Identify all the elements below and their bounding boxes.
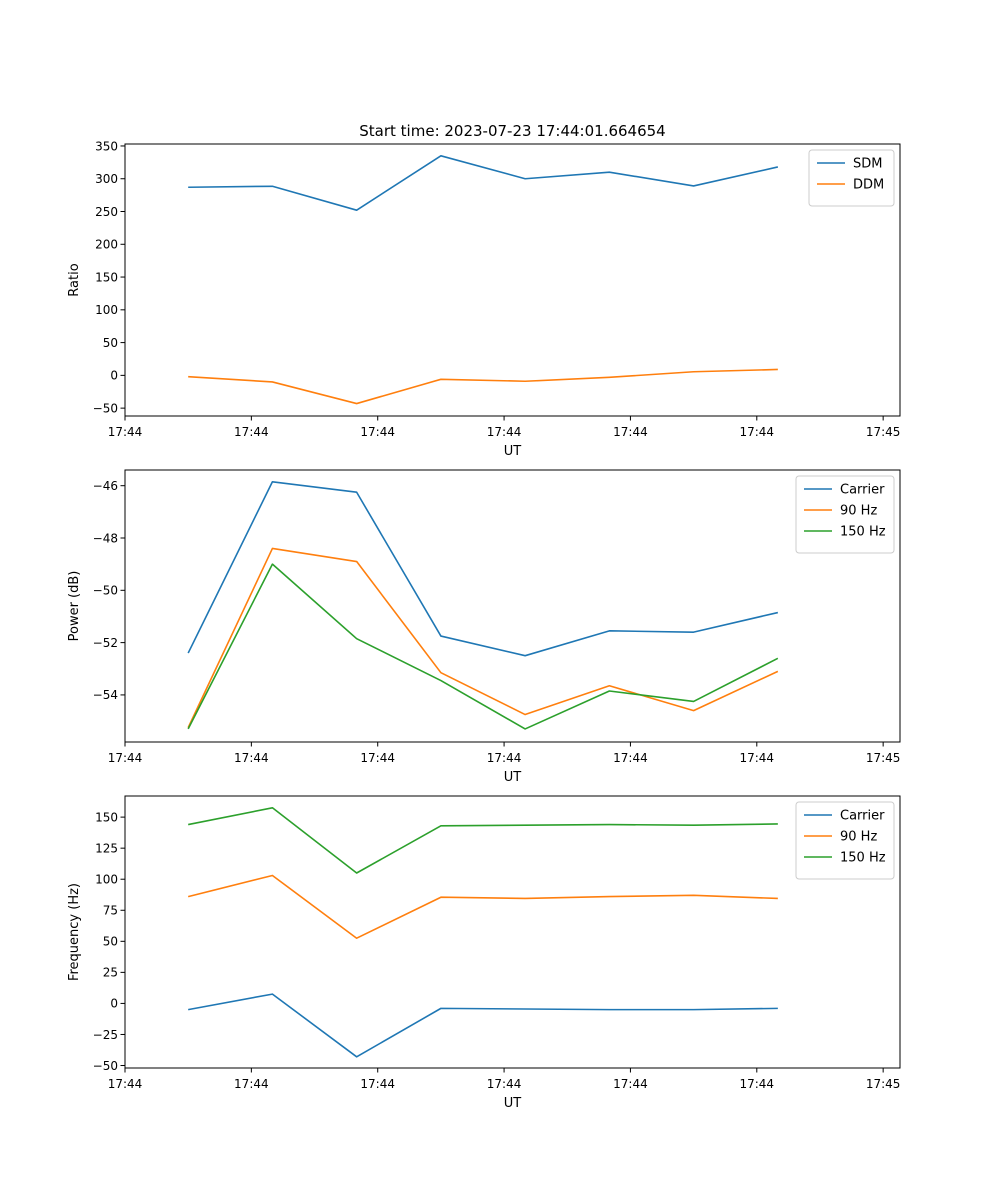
x-tick-label: 17:44 [108, 425, 143, 439]
legend: Carrier 90 Hz 150 Hz [795, 475, 895, 554]
subplot-2: 17:44 17:44 17:44 17:44 17:44 17:44 17:45 −54 −5… [67, 469, 901, 785]
y-tick-label: −50 [93, 401, 118, 415]
y-tick-label: 100 [95, 873, 118, 887]
y-axis-label: Power (dB) [67, 571, 82, 642]
y-tick-label: −54 [93, 688, 118, 702]
y-tick-label: 150 [95, 810, 118, 824]
plots-area: 17:44 17:44 17:44 17:44 17:44 17:44 17:45 −50 0 5… [67, 139, 901, 1111]
x-tick-label: 17:44 [739, 751, 774, 765]
legend-label: SDM [853, 157, 882, 172]
x-tick-label: 17:44 [487, 425, 522, 439]
x-tick-label: 17:45 [866, 425, 901, 439]
y-tick-label: −50 [93, 584, 118, 598]
y-tick-label: 300 [95, 172, 118, 186]
x-tick-label: 17:44 [108, 751, 143, 765]
legend-label: 150 Hz [840, 525, 886, 540]
y-tick-label: 100 [95, 303, 118, 317]
legend-label: Carrier [840, 483, 885, 498]
legend-label: Carrier [840, 809, 885, 824]
y-tick-label: 150 [95, 270, 118, 284]
figure-title: Start time: 2023-07-23 17:44:01.664654 [359, 122, 665, 140]
x-tick-label: 17:44 [360, 751, 395, 765]
x-tick-label: 17:44 [487, 751, 522, 765]
series-line-carrier [187, 480, 779, 657]
x-axis-label: UT [504, 444, 522, 459]
series-line-90-hz [187, 874, 778, 940]
y-tick-label: 25 [103, 966, 118, 980]
subplot-3: 17:44 17:44 17:44 17:44 17:44 17:44 17:45 −50 −2… [67, 795, 901, 1111]
y-tick-label: 50 [103, 336, 118, 350]
x-tick-label: 17:44 [613, 751, 648, 765]
series-line-90-hz [187, 547, 779, 728]
series-line-sdm [188, 155, 779, 211]
y-tick-label: 50 [103, 935, 118, 949]
x-tick-label: 17:44 [360, 1077, 395, 1091]
x-tick-label: 17:44 [613, 1077, 648, 1091]
axes-frame [124, 795, 901, 1069]
x-tick-label: 17:44 [234, 425, 269, 439]
legend-label: 90 Hz [840, 830, 877, 845]
x-tick-label: 17:44 [234, 1077, 269, 1091]
series-line-ddm [188, 368, 778, 405]
y-tick-label: −46 [93, 479, 118, 493]
y-tick-label: −52 [93, 636, 118, 650]
x-tick-label: 17:44 [613, 425, 648, 439]
axes-frame [124, 469, 901, 743]
series-line-150-hz [188, 806, 778, 874]
legend-label: 150 Hz [840, 851, 886, 866]
x-axis-label: UT [504, 1096, 522, 1111]
y-tick-label: −48 [93, 531, 118, 545]
subplot-1: 17:44 17:44 17:44 17:44 17:44 17:44 17:45 −50 0 5… [67, 139, 901, 459]
legend-box [808, 149, 895, 207]
legend-label: DDM [853, 178, 884, 193]
y-tick-label: −25 [93, 1028, 118, 1042]
y-tick-label: 125 [95, 841, 118, 855]
y-axis-label: Ratio [67, 263, 82, 296]
y-tick-label: 0 [110, 369, 118, 383]
x-tick-label: 17:44 [487, 1077, 522, 1091]
y-tick-label: −50 [93, 1059, 118, 1073]
x-tick-label: 17:44 [360, 425, 395, 439]
y-tick-label: 250 [95, 205, 118, 219]
legend: SDM DDM [808, 149, 895, 207]
x-tick-label: 17:45 [866, 1077, 901, 1091]
x-tick-label: 17:44 [739, 1077, 774, 1091]
x-tick-label: 17:44 [739, 425, 774, 439]
legend: Carrier 90 Hz 150 Hz [795, 801, 895, 880]
legend-box [795, 801, 895, 880]
y-tick-label: 0 [110, 997, 118, 1011]
axes-frame [124, 143, 901, 417]
series-line-150-hz [187, 563, 779, 730]
y-tick-label: 75 [103, 904, 118, 918]
x-axis-label: UT [504, 770, 522, 785]
x-tick-label: 17:44 [234, 751, 269, 765]
y-tick-label: 200 [95, 238, 118, 252]
legend-box [795, 475, 895, 554]
legend-label: 90 Hz [840, 504, 877, 519]
x-tick-label: 17:44 [108, 1077, 143, 1091]
y-tick-label: 350 [95, 139, 118, 153]
x-tick-label: 17:45 [866, 751, 901, 765]
series-line-carrier [188, 993, 778, 1058]
y-axis-label: Frequency (Hz) [67, 883, 82, 981]
